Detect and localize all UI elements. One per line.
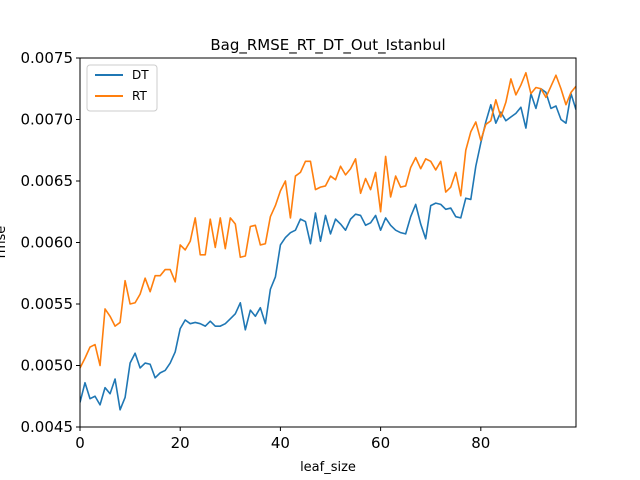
legend-label-dt: DT xyxy=(132,68,149,82)
y-tick-label: 0.0055 xyxy=(21,295,74,313)
x-tick-label: 0 xyxy=(75,434,85,452)
series-line-rt xyxy=(80,71,576,369)
x-tick-label: 80 xyxy=(471,434,490,452)
y-tick-label: 0.0065 xyxy=(21,172,74,190)
y-tick-label: 0.0045 xyxy=(21,418,74,436)
y-axis-label: rmse xyxy=(0,226,9,259)
legend-box xyxy=(86,64,158,112)
legend: DT RT xyxy=(86,64,158,112)
y-tick-label: 0.0060 xyxy=(21,234,74,252)
y-tick-label: 0.0070 xyxy=(21,111,74,129)
y-tick-label: 0.0075 xyxy=(21,49,74,67)
series-layer xyxy=(80,71,576,411)
x-axis-label: leaf_size xyxy=(300,460,356,475)
legend-label-rt: RT xyxy=(132,89,147,103)
series-line-dt xyxy=(80,87,576,411)
x-axis-ticks: 0 20 40 60 80 xyxy=(75,427,490,452)
x-tick-label: 60 xyxy=(371,434,390,452)
y-tick-label: 0.0050 xyxy=(21,357,74,375)
y-axis-ticks: 0.0045 0.0050 0.0055 0.0060 0.0065 0.0070 0.00… xyxy=(21,49,80,436)
x-tick-label: 40 xyxy=(271,434,290,452)
x-tick-label: 20 xyxy=(171,434,190,452)
chart-title: Bag_RMSE_RT_DT_Out_Istanbul xyxy=(210,36,445,55)
